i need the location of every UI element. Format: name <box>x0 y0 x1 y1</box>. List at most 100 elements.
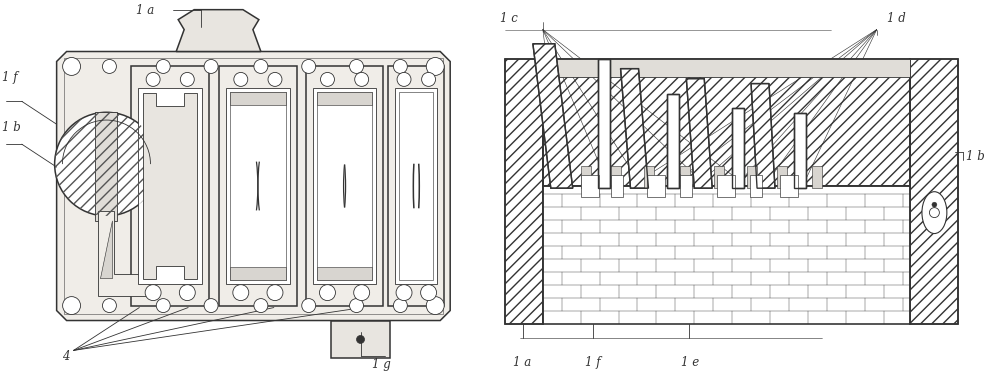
Ellipse shape <box>922 192 947 233</box>
Circle shape <box>267 285 283 301</box>
Bar <box>230 92 286 105</box>
Bar <box>717 175 735 197</box>
Bar <box>680 175 692 197</box>
Polygon shape <box>751 84 775 188</box>
Circle shape <box>302 60 316 74</box>
Polygon shape <box>57 52 450 321</box>
Bar <box>64 58 443 313</box>
Bar <box>543 60 910 77</box>
Circle shape <box>357 335 364 343</box>
Bar <box>388 66 444 305</box>
Circle shape <box>179 285 195 301</box>
Bar <box>399 92 433 280</box>
Circle shape <box>204 299 218 313</box>
Text: 1 f: 1 f <box>2 71 17 85</box>
Bar <box>219 66 297 305</box>
Circle shape <box>234 72 248 86</box>
Circle shape <box>254 60 268 74</box>
Circle shape <box>55 112 158 216</box>
Polygon shape <box>667 94 679 188</box>
Bar <box>747 166 757 188</box>
Circle shape <box>354 285 370 301</box>
Bar <box>306 66 383 305</box>
Bar <box>138 88 202 283</box>
Polygon shape <box>98 211 153 296</box>
Circle shape <box>268 72 282 86</box>
Bar <box>226 88 290 283</box>
Circle shape <box>421 285 437 301</box>
Bar <box>812 166 822 188</box>
Bar <box>230 267 286 280</box>
Polygon shape <box>100 221 112 279</box>
Text: 1 c: 1 c <box>500 12 518 25</box>
Circle shape <box>396 285 412 301</box>
Bar <box>543 60 910 186</box>
Bar <box>680 166 690 188</box>
Circle shape <box>254 299 268 313</box>
Bar <box>317 92 372 105</box>
Bar <box>317 267 372 280</box>
Circle shape <box>932 202 937 207</box>
Bar <box>505 60 543 324</box>
Circle shape <box>321 72 334 86</box>
Circle shape <box>233 285 249 301</box>
Circle shape <box>102 299 116 313</box>
Bar <box>543 60 910 186</box>
Text: 1 a: 1 a <box>513 356 531 370</box>
Polygon shape <box>732 108 744 188</box>
Bar <box>331 321 390 359</box>
Circle shape <box>156 60 170 74</box>
Circle shape <box>102 60 116 74</box>
Text: 1 b: 1 b <box>2 121 21 134</box>
Bar <box>581 175 599 197</box>
Bar <box>647 175 665 197</box>
Bar <box>95 112 117 221</box>
Circle shape <box>393 60 407 74</box>
Polygon shape <box>598 59 610 188</box>
Bar <box>780 175 798 197</box>
Circle shape <box>146 72 160 86</box>
Circle shape <box>426 297 444 315</box>
Circle shape <box>426 58 444 75</box>
Polygon shape <box>533 44 573 188</box>
Bar <box>611 166 621 188</box>
Circle shape <box>145 285 161 301</box>
Polygon shape <box>621 69 648 188</box>
Circle shape <box>63 58 81 75</box>
Text: 1 d: 1 d <box>887 12 905 25</box>
Bar <box>910 60 958 324</box>
Text: 1 a: 1 a <box>136 4 155 17</box>
Circle shape <box>156 299 170 313</box>
Circle shape <box>63 297 81 315</box>
Circle shape <box>350 60 364 74</box>
Circle shape <box>204 60 218 74</box>
Circle shape <box>180 72 194 86</box>
Bar <box>777 166 787 188</box>
Bar <box>131 66 209 305</box>
Circle shape <box>397 72 411 86</box>
Circle shape <box>320 285 335 301</box>
Text: 4: 4 <box>62 350 69 363</box>
Bar <box>317 92 372 280</box>
Text: 1 b: 1 b <box>966 150 985 163</box>
Bar <box>910 60 958 324</box>
Bar <box>644 166 654 188</box>
Bar <box>543 186 910 324</box>
Circle shape <box>355 72 369 86</box>
Bar <box>505 60 543 324</box>
Bar <box>611 175 623 197</box>
Bar <box>581 166 591 188</box>
Circle shape <box>422 72 436 86</box>
Circle shape <box>350 299 364 313</box>
Circle shape <box>302 299 316 313</box>
Bar <box>230 92 286 280</box>
Text: 1 f: 1 f <box>585 356 600 370</box>
Circle shape <box>929 208 939 218</box>
Polygon shape <box>686 78 712 188</box>
Bar <box>395 88 437 283</box>
Polygon shape <box>143 93 197 279</box>
Circle shape <box>393 299 407 313</box>
Bar <box>750 175 762 197</box>
Polygon shape <box>176 9 261 52</box>
Polygon shape <box>794 113 806 188</box>
